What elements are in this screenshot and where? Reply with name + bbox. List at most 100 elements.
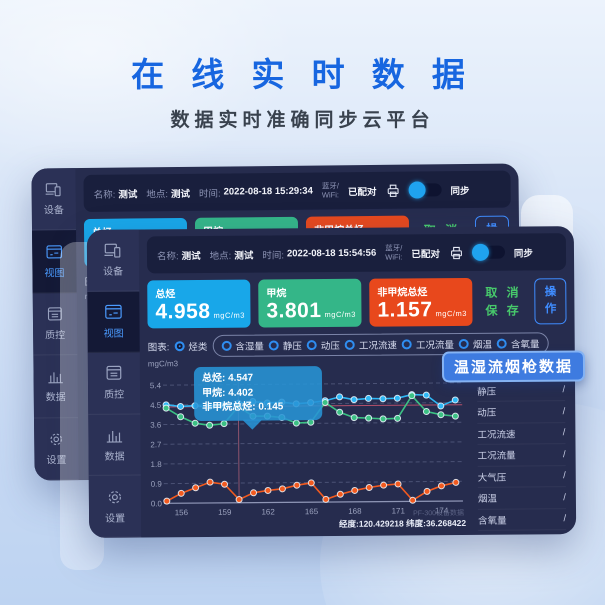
panel-main: 名称: 测试 地点: 测试 时间: 2022-08-18 15:54:56 蓝牙/Wi…: [139, 226, 576, 537]
cancel-save-button[interactable]: 取 消 保 存: [485, 285, 522, 318]
chart-ylabel: mgC/m3: [147, 359, 179, 369]
radio-icon: [268, 340, 279, 351]
svg-text:168: 168: [348, 507, 362, 516]
sidebar-item-label: 设置: [105, 513, 126, 525]
sidebar-item-settings[interactable]: 设置: [88, 475, 142, 538]
sidebar-item-label: 质控: [104, 390, 125, 402]
sidebar-item-qc[interactable]: 质控: [32, 292, 78, 356]
bar-chart-icon: [106, 431, 123, 443]
line-chart[interactable]: mgC/m3 0.0 0.9 1.8 2.7 3.6 4.5 5.4 156 159 162 165…: [146, 357, 468, 534]
svg-text:174: 174: [435, 506, 449, 515]
tab-oxygen[interactable]: 含氧量: [496, 336, 540, 351]
tab-hydrocarbon[interactable]: 烃类: [174, 339, 207, 353]
sidebar-item-label: 视图: [103, 328, 124, 340]
sidebar-item-data[interactable]: 数据: [33, 355, 78, 419]
parameter-list: 含湿量/ 静压/ 动压/ 工况流速/ 工况流量/ 大气压/ 烟温/ 含氧量/: [467, 356, 572, 531]
card-label: 总烃: [155, 289, 176, 301]
list-item[interactable]: 大气压 /: [477, 465, 566, 488]
svg-text:162: 162: [261, 507, 275, 516]
bt-wifi-label: 蓝牙/WiFi:: [385, 243, 403, 262]
sync-toggle[interactable]: [471, 243, 505, 261]
card-label: 非甲烷总烃: [377, 287, 428, 299]
list-item[interactable]: 烟温 /: [477, 487, 567, 510]
tab-dynamic-pressure[interactable]: 动压: [306, 338, 340, 352]
tab-flow-speed[interactable]: 工况流速: [344, 337, 397, 352]
page-title: 在 线 实 时 数 据: [131, 56, 474, 93]
svg-text:2.7: 2.7: [150, 440, 162, 449]
name-label: 名称:: [156, 250, 179, 262]
card-value: 4.958: [155, 299, 211, 324]
svg-text:0.0: 0.0: [151, 499, 163, 508]
name-value: 测试: [118, 188, 138, 201]
card-label: 甲烷: [266, 288, 287, 300]
printer-icon[interactable]: [385, 183, 400, 197]
panel-content: mgC/m3 0.0 0.9 1.8 2.7 3.6 4.5 5.4 156 159 162 165…: [140, 356, 576, 537]
gear-icon: [50, 433, 62, 445]
list-item[interactable]: 动压 /: [477, 401, 566, 424]
sync-label: 同步: [450, 185, 470, 197]
svg-text:159: 159: [218, 508, 232, 517]
sidebar-item-device[interactable]: 设备: [86, 229, 140, 292]
view-icon: [46, 244, 63, 259]
sidebar: 设备 视图 质控 数据 设置: [86, 229, 142, 538]
page-subtitle: 数据实时准确同步云平台: [170, 110, 435, 131]
probe-data-badge[interactable]: 温湿流烟枪数据: [441, 350, 586, 383]
sync-label: 同步: [513, 247, 533, 260]
paired-status: 已配对: [411, 248, 440, 260]
sidebar-item-qc[interactable]: 质控: [87, 352, 141, 415]
card-methane[interactable]: 甲烷 3.801 mgC/m3: [258, 278, 362, 328]
sidebar-item-device[interactable]: 设备: [31, 168, 77, 231]
operate-button[interactable]: 操 作: [534, 278, 567, 325]
card-unit: mgC/m3: [213, 310, 245, 320]
sidebar-item-label: 数据: [104, 451, 125, 463]
gps-coordinates: 经度:120.429218 纬度:36.268422: [338, 517, 467, 529]
sync-toggle[interactable]: [408, 181, 442, 199]
radio-icon: [401, 339, 412, 350]
svg-text:165: 165: [305, 507, 319, 516]
list-item[interactable]: 工况流量 /: [477, 444, 566, 467]
sidebar-item-view[interactable]: 视图: [32, 230, 77, 294]
status-bar: 名称: 测试 地点: 测试 时间: 2022-08-18 15:29:34 蓝牙/Wi…: [83, 170, 511, 213]
list-item[interactable]: 工况流速 /: [477, 422, 566, 445]
radio-icon: [496, 338, 507, 349]
gear-icon: [108, 490, 122, 503]
tooltip-line: 非甲烷总烃: 0.145: [202, 401, 284, 414]
bar-chart-icon: [48, 372, 63, 384]
card-value: 1.157: [377, 298, 433, 322]
radio-icon: [306, 340, 317, 351]
card-unit: mgC/m3: [324, 309, 356, 320]
svg-text:3.6: 3.6: [150, 421, 162, 430]
tab-smoke-temp[interactable]: 烟温: [458, 337, 492, 351]
radio-icon: [221, 340, 232, 351]
card-value: 3.801: [266, 299, 322, 323]
tab-flow-rate[interactable]: 工况流量: [401, 337, 454, 351]
sidebar-item-data[interactable]: 数据: [88, 414, 141, 477]
device-icon: [45, 183, 61, 197]
qc-icon: [106, 366, 122, 381]
tab-static-pressure[interactable]: 静压: [268, 338, 302, 352]
time-label: 时间:: [198, 188, 221, 200]
list-item[interactable]: 含氧量 /: [478, 508, 567, 531]
metric-cards: 总烃 4.958 mgC/m3 甲烷 3.801 mgC/m3 非甲烷总烃 1.15…: [139, 275, 574, 332]
sidebar-item-view[interactable]: 视图: [87, 291, 140, 354]
tooltip-line: 甲烷: 4.402: [202, 387, 254, 399]
printer-icon[interactable]: [449, 245, 464, 259]
radio-selected-icon: [174, 341, 185, 352]
time-value: 2022-08-18 15:29:34: [223, 185, 313, 198]
time-value: 2022-08-18 15:54:56: [286, 247, 377, 260]
card-nmhc[interactable]: 非甲烷总烃 1.157 mgC/m3: [369, 277, 473, 327]
svg-text:1.8: 1.8: [150, 460, 162, 469]
tab-humidity[interactable]: 含湿量: [221, 339, 264, 353]
list-item[interactable]: 静压 /: [476, 379, 566, 402]
view-icon: [105, 304, 122, 319]
radio-icon: [344, 339, 355, 350]
tooltip-line: 总烃: 4.547: [201, 372, 254, 385]
card-total-hc[interactable]: 总烃 4.958 mgC/m3: [147, 279, 251, 329]
tabs-label: 图表:: [147, 342, 170, 354]
place-value: 测试: [170, 188, 191, 200]
svg-text:156: 156: [175, 508, 189, 517]
sidebar-item-label: 设备: [43, 205, 64, 217]
sidebar-item-settings[interactable]: 设置: [33, 417, 79, 481]
svg-text:4.5: 4.5: [150, 401, 162, 410]
radio-icon: [458, 338, 469, 349]
